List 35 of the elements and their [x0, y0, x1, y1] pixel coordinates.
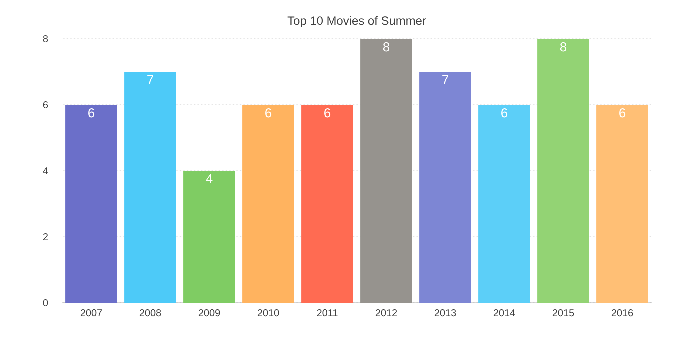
data-label: 7	[148, 76, 154, 84]
data-label: 6	[620, 108, 626, 118]
x-tick-label: 2012	[376, 310, 398, 317]
x-tick-label: 2008	[140, 310, 162, 317]
bar	[124, 72, 176, 303]
data-label: 4	[206, 174, 213, 184]
x-tick-label: 2015	[552, 310, 574, 317]
bar	[478, 105, 530, 303]
y-tick-label: 4	[43, 168, 48, 174]
data-label: 6	[88, 108, 95, 118]
y-tick-label: 2	[43, 234, 48, 240]
data-label: 6	[266, 108, 272, 118]
data-label: 6	[502, 108, 508, 118]
bar	[420, 72, 472, 303]
bar	[596, 105, 648, 303]
data-label: 6	[324, 108, 331, 118]
data-label: 8	[560, 42, 567, 52]
data-label: 8	[383, 42, 390, 52]
x-tick-label: 2007	[80, 310, 102, 317]
bar	[66, 105, 118, 303]
chart-title: Top 10 Movies of Summer	[288, 16, 426, 28]
y-tick-label: 6	[43, 101, 48, 109]
bar	[538, 39, 590, 303]
x-tick-label: 2016	[612, 310, 634, 317]
x-tick-label: 2011	[317, 310, 338, 317]
bar	[302, 105, 354, 303]
data-label: 7	[442, 76, 448, 84]
x-tick-label: 2013	[434, 310, 456, 317]
x-tick-label: 2009	[198, 310, 220, 317]
bar	[184, 171, 236, 303]
x-tick-label: 2010	[258, 310, 280, 317]
x-tick-label: 2014	[494, 310, 516, 317]
y-tick-label: 8	[43, 35, 48, 43]
bar	[242, 105, 294, 303]
y-tick-label: 0	[43, 299, 48, 307]
